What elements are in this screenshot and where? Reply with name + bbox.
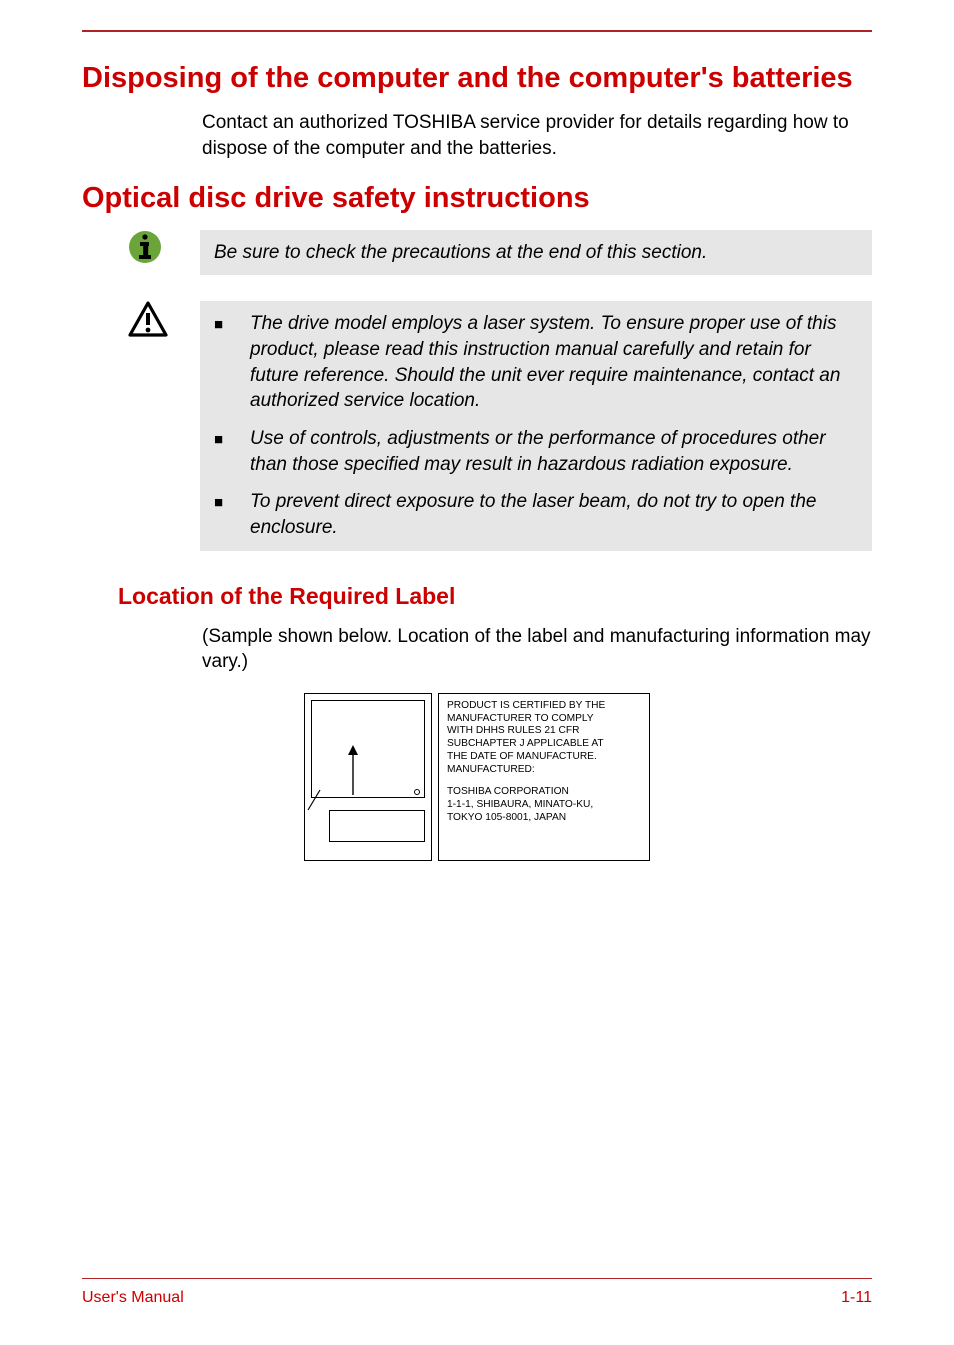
- cert-line: WITH DHHS RULES 21 CFR: [447, 725, 641, 738]
- cert-line: MANUFACTURER TO COMPLY: [447, 713, 641, 726]
- warning-text: The drive model employs a laser system. …: [250, 311, 858, 414]
- top-rule: [82, 30, 872, 32]
- info-callout: Be sure to check the precautions at the …: [82, 230, 872, 276]
- label-left-box: [304, 693, 432, 861]
- page-content: Disposing of the computer and the comput…: [0, 0, 954, 861]
- bullet-icon: ■: [214, 489, 250, 513]
- heading-disposing: Disposing of the computer and the comput…: [82, 60, 872, 96]
- disposing-paragraph: Contact an authorized TOSHIBA service pr…: [202, 110, 872, 161]
- arrow-up-icon: [346, 745, 360, 795]
- cert-line: SUBCHAPTER J APPLICABLE AT: [447, 738, 641, 751]
- cert-line: THE DATE OF MANUFACTURE.: [447, 751, 641, 764]
- warning-callout-body: ■ The drive model employs a laser system…: [200, 301, 872, 550]
- address-text: TOSHIBA CORPORATION 1-1-1, SHIBAURA, MIN…: [447, 786, 641, 824]
- footer-right: 1-11: [841, 1289, 872, 1307]
- certification-text: PRODUCT IS CERTIFIED BY THE MANUFACTURER…: [447, 700, 641, 777]
- slash-mark: [306, 788, 326, 812]
- warning-list: ■ The drive model employs a laser system…: [214, 311, 858, 540]
- warning-icon: [82, 301, 200, 339]
- heading-location-label: Location of the Required Label: [118, 583, 872, 610]
- label-figure: PRODUCT IS CERTIFIED BY THE MANUFACTURER…: [82, 693, 872, 861]
- label-right-box: PRODUCT IS CERTIFIED BY THE MANUFACTURER…: [438, 693, 650, 861]
- warning-item: ■ To prevent direct exposure to the lase…: [214, 489, 858, 540]
- warning-callout: ■ The drive model employs a laser system…: [82, 301, 872, 550]
- warning-text: Use of controls, adjustments or the perf…: [250, 426, 858, 477]
- addr-line: 1-1-1, SHIBAURA, MINATO-KU,: [447, 799, 641, 812]
- footer-left: User's Manual: [82, 1289, 184, 1307]
- warning-item: ■ Use of controls, adjustments or the pe…: [214, 426, 858, 477]
- cert-line: MANUFACTURED:: [447, 764, 641, 777]
- addr-line: TOSHIBA CORPORATION: [447, 786, 641, 799]
- footer-rule: [82, 1278, 872, 1279]
- addr-line: TOKYO 105-8001, JAPAN: [447, 812, 641, 825]
- small-circle: [414, 789, 420, 795]
- label-left-bottom: [329, 810, 425, 842]
- label-left-top: [311, 700, 425, 798]
- warning-item: ■ The drive model employs a laser system…: [214, 311, 858, 414]
- info-icon: [82, 230, 200, 264]
- page-footer: User's Manual 1-11: [82, 1278, 872, 1307]
- bullet-icon: ■: [214, 311, 250, 335]
- info-note-text: Be sure to check the precautions at the …: [214, 240, 858, 266]
- warning-text: To prevent direct exposure to the laser …: [250, 489, 858, 540]
- cert-line: PRODUCT IS CERTIFIED BY THE: [447, 700, 641, 713]
- location-intro: (Sample shown below. Location of the lab…: [202, 624, 872, 675]
- bullet-icon: ■: [214, 426, 250, 450]
- heading-optical: Optical disc drive safety instructions: [82, 180, 872, 216]
- info-callout-body: Be sure to check the precautions at the …: [200, 230, 872, 276]
